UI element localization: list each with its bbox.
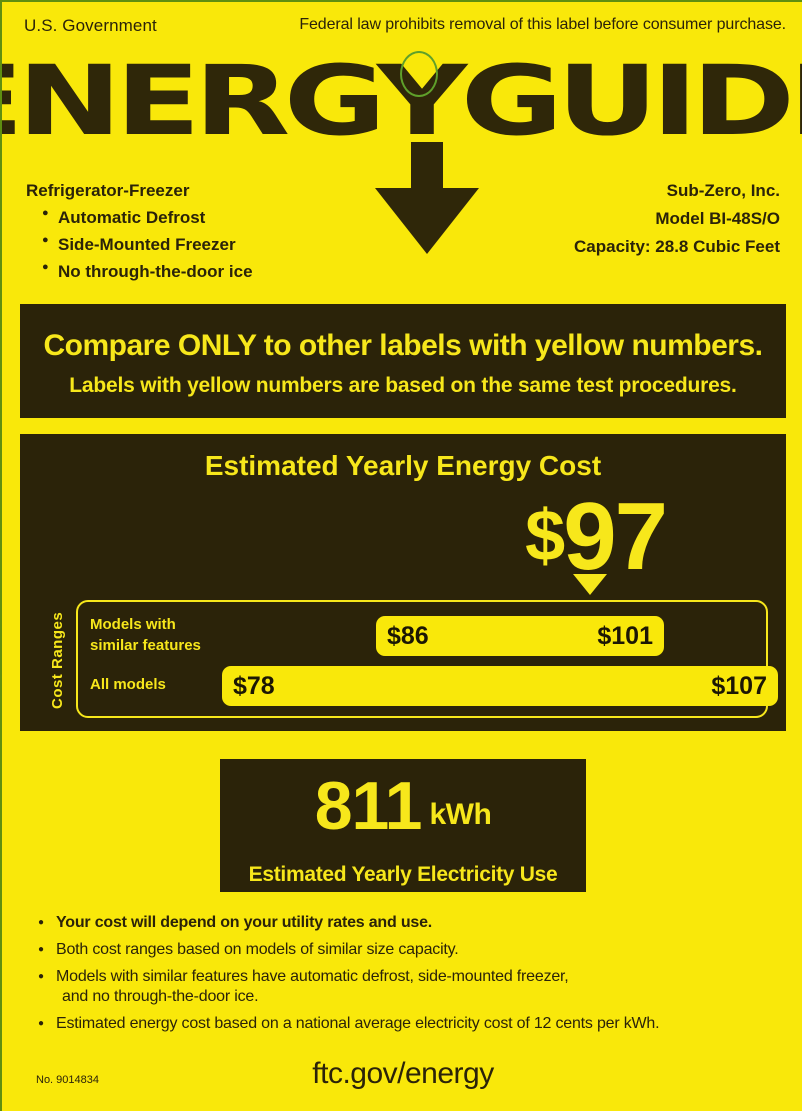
note-text: Both cost ranges based on models of simi… — [56, 941, 459, 958]
list-item: No through-the-door ice — [42, 261, 356, 282]
range-row-label: All models — [90, 674, 240, 695]
table-row: All models $78 $107 — [78, 666, 778, 706]
kwh-number: 811 — [314, 768, 423, 844]
range-label-line1: All models — [90, 676, 166, 693]
energy-cost-panel: Estimated Yearly Energy Cost $97 Cost Ra… — [20, 434, 786, 731]
kwh-unit: kWh — [429, 798, 492, 831]
product-description: Refrigerator-Freezer Automatic Defrost S… — [26, 181, 356, 289]
range-high-value: $107 — [711, 672, 767, 700]
table-row: Models with similar features $86 $101 — [78, 616, 770, 656]
federal-law-notice: Federal law prohibits removal of this la… — [299, 16, 786, 33]
manufacturer-name: Sub-Zero, Inc. — [666, 181, 780, 200]
footnotes: Your cost will depend on your utility ra… — [38, 913, 768, 1041]
note-continuation: and no through-the-door ice. — [62, 988, 259, 1005]
ftc-website-link[interactable]: ftc.gov/energy — [312, 1057, 494, 1090]
compare-headline: Compare ONLY to other labels with yellow… — [43, 329, 764, 362]
product-type: Refrigerator-Freezer — [26, 181, 190, 200]
agency-label: U.S. Government — [24, 16, 157, 35]
list-item: Models with similar features have automa… — [38, 967, 768, 1007]
label-serial-number: No. 9014834 — [36, 1074, 99, 1086]
green-ring-artifact — [400, 51, 438, 97]
list-item: Your cost will depend on your utility ra… — [38, 913, 768, 933]
cost-ranges-frame: Models with similar features $86 $101 Al… — [76, 600, 778, 718]
electricity-use-panel: 811 kWh Estimated Yearly Electricity Use — [220, 759, 586, 892]
list-item: Side-Mounted Freezer — [42, 234, 356, 255]
electricity-use-caption: Estimated Yearly Electricity Use — [248, 863, 558, 886]
product-feature-list: Automatic Defrost Side-Mounted Freezer N… — [26, 207, 356, 282]
similar-features-range-bar: $86 $101 — [376, 616, 664, 656]
cost-ranges-label: Cost Ranges — [49, 611, 66, 709]
range-low-value: $78 — [233, 672, 275, 700]
yearly-cost-value: $97 — [525, 488, 668, 585]
note-text: Models with similar features have automa… — [56, 968, 569, 985]
range-row-label: Models with similar features — [90, 614, 240, 656]
note-text: Estimated energy cost based on a nationa… — [56, 1015, 660, 1032]
arrow-head — [375, 188, 479, 254]
cost-marker-triangle-icon — [573, 574, 607, 595]
list-item: Automatic Defrost — [42, 207, 356, 228]
range-label-line2: similar features — [90, 637, 201, 654]
dollar-sign: $ — [525, 496, 565, 576]
compare-banner: Compare ONLY to other labels with yellow… — [20, 304, 786, 418]
capacity-value: Capacity: 28.8 Cubic Feet — [574, 237, 780, 256]
list-item: Both cost ranges based on models of simi… — [38, 940, 768, 960]
note-text: Your cost will depend on your utility ra… — [56, 914, 433, 931]
cost-panel-title: Estimated Yearly Energy Cost — [204, 450, 602, 481]
cost-number: 97 — [563, 483, 668, 590]
range-low-value: $86 — [387, 622, 429, 650]
down-arrow-icon — [375, 142, 479, 254]
legal-header-row: U.S. Government Federal law prohibits re… — [2, 16, 802, 40]
kwh-value-row: 811 kWh — [220, 772, 586, 849]
model-number: Model BI-48S/O — [655, 209, 780, 228]
all-models-range-bar: $78 $107 — [222, 666, 778, 706]
list-item: Estimated energy cost based on a nationa… — [38, 1014, 768, 1034]
range-label-line1: Models with — [90, 616, 176, 633]
manufacturer-info: Sub-Zero, Inc. Model BI-48S/O Capacity: … — [574, 181, 780, 265]
compare-subline: Labels with yellow numbers are based on … — [69, 374, 737, 397]
range-high-value: $101 — [597, 622, 653, 650]
